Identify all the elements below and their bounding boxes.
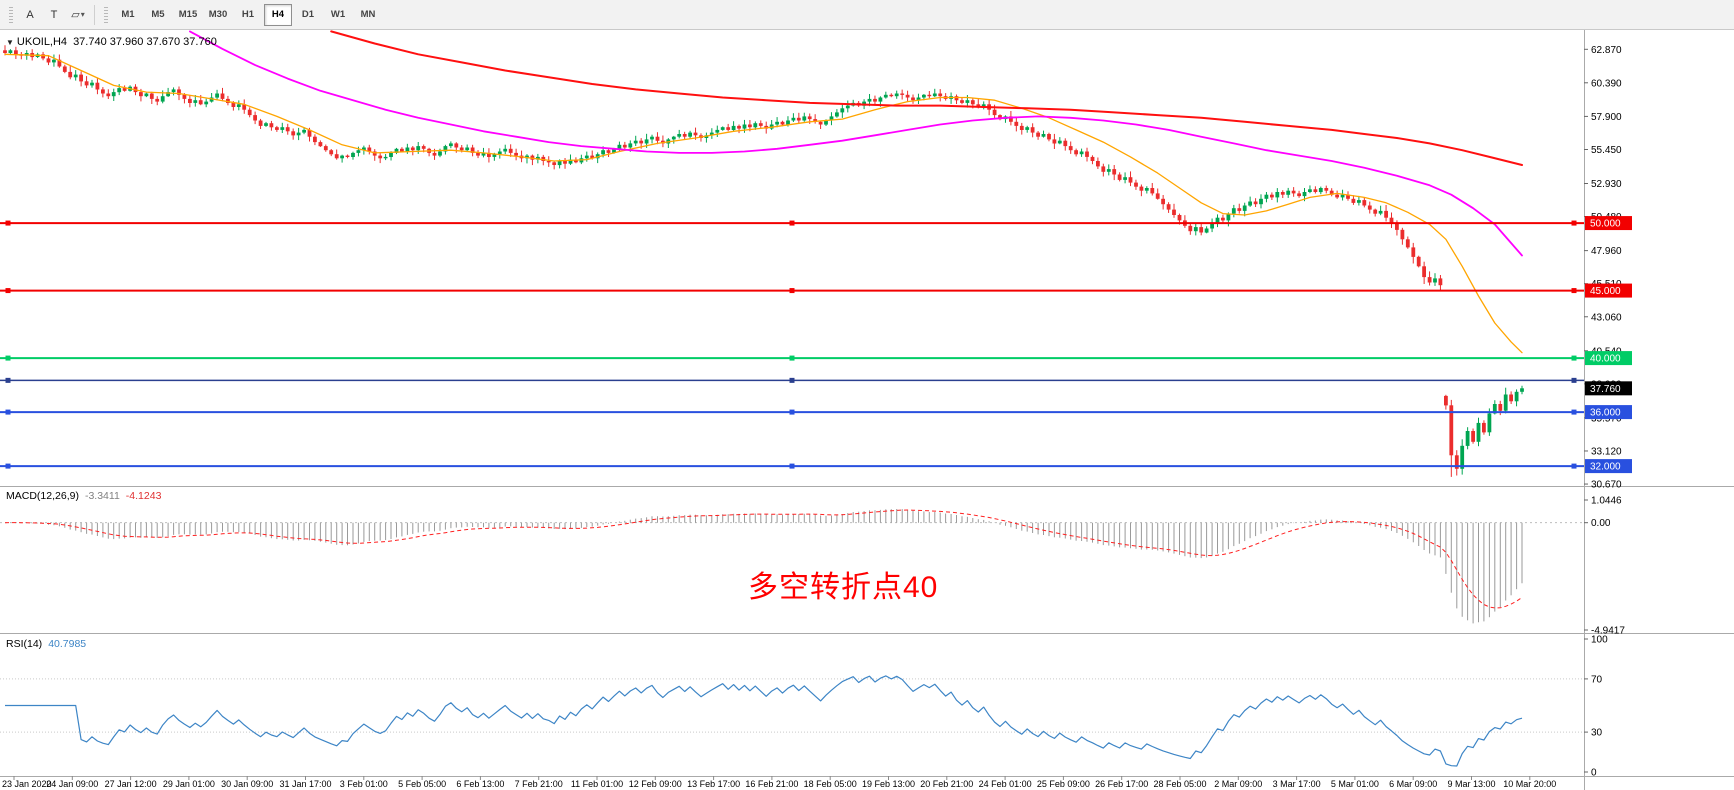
ohlc-values: 37.740 37.960 37.670 37.760: [73, 36, 217, 48]
chevron-down-icon: ▾: [80, 10, 85, 19]
svg-text:-4.9417: -4.9417: [1591, 626, 1625, 637]
ma-line-slow: [330, 30, 1523, 166]
macd-histogram: [0, 509, 1584, 624]
rsi-axis[interactable]: 100 70 30 0: [1584, 635, 1608, 779]
rsi-panel: [0, 675, 1584, 767]
svg-text:3 Mar 17:00: 3 Mar 17:00: [1273, 779, 1321, 789]
svg-text:32.000: 32.000: [1590, 462, 1621, 473]
svg-text:27 Jan 12:00: 27 Jan 12:00: [105, 779, 157, 789]
shapes-tool-button[interactable]: ▱ ▾: [66, 3, 90, 27]
timeframe-m15[interactable]: M15: [178, 9, 198, 20]
svg-text:7 Feb 21:00: 7 Feb 21:00: [515, 779, 563, 789]
svg-text:2 Mar 09:00: 2 Mar 09:00: [1214, 779, 1262, 789]
svg-text:5 Mar 01:00: 5 Mar 01:00: [1331, 779, 1379, 789]
toolbar-grip[interactable]: [9, 6, 13, 23]
symbol-name: UKOIL,H4: [16, 36, 68, 48]
annotation-tool-icon: A: [26, 8, 34, 21]
timeframe-m5[interactable]: M5: [151, 9, 165, 20]
rsi-name: RSI(14): [6, 638, 43, 650]
top-toolbar: A T ▱ ▾ M1 M5 M15 M30 H1 H4 D1 W1 MN: [0, 0, 1734, 30]
svg-text:0: 0: [1591, 768, 1597, 779]
timeframe-m1[interactable]: M1: [121, 9, 135, 20]
shapes-icon: ▱: [71, 9, 80, 21]
svg-text:13 Feb 17:00: 13 Feb 17:00: [687, 779, 740, 789]
timeframe-w1[interactable]: W1: [330, 9, 346, 20]
symbol-dropdown-icon[interactable]: ▼: [6, 38, 14, 47]
svg-text:19 Feb 13:00: 19 Feb 13:00: [862, 779, 915, 789]
macd-indicator-label: MACD(12,26,9) -3.3411 -4.1243: [6, 490, 161, 502]
macd-signal-value: -4.1243: [125, 490, 162, 502]
ma-line-fast: [4, 53, 1523, 354]
svg-text:70: 70: [1591, 674, 1603, 685]
svg-text:43.060: 43.060: [1591, 312, 1622, 323]
svg-text:50.000: 50.000: [1590, 219, 1621, 230]
toolbar-separator: [94, 4, 95, 25]
panel-dividers: [0, 30, 1734, 790]
ma-line-mid: [188, 30, 1523, 257]
macd-axis[interactable]: 1.0446 0.00 -4.9417: [1584, 496, 1625, 637]
svg-text:25 Feb 09:00: 25 Feb 09:00: [1037, 779, 1090, 789]
svg-text:26 Feb 17:00: 26 Feb 17:00: [1095, 779, 1148, 789]
svg-text:45.000: 45.000: [1590, 286, 1621, 297]
svg-text:30: 30: [1591, 728, 1603, 739]
symbol-legend: ▼ UKOIL,H4 37.740 37.960 37.670 37.760: [6, 36, 217, 48]
text-tool-icon: T: [50, 8, 58, 21]
svg-text:57.900: 57.900: [1591, 112, 1622, 123]
rsi-indicator-label: RSI(14) 40.7985: [6, 638, 86, 650]
svg-text:52.930: 52.930: [1591, 179, 1622, 190]
macd-name: MACD(12,26,9): [6, 490, 79, 502]
annotation-tool-button[interactable]: A: [18, 3, 42, 27]
svg-text:0.00: 0.00: [1591, 518, 1611, 529]
svg-text:11 Feb 01:00: 11 Feb 01:00: [571, 779, 623, 789]
macd-main-value: -3.3411: [84, 490, 120, 502]
svg-text:30.670: 30.670: [1591, 480, 1622, 491]
svg-text:12 Feb 09:00: 12 Feb 09:00: [629, 779, 682, 789]
svg-text:6 Mar 09:00: 6 Mar 09:00: [1389, 779, 1437, 789]
svg-text:24 Jan 09:00: 24 Jan 09:00: [46, 779, 98, 789]
svg-text:47.960: 47.960: [1591, 246, 1622, 257]
timeframe-h1[interactable]: H1: [241, 9, 255, 20]
svg-text:62.870: 62.870: [1591, 45, 1622, 56]
svg-text:5 Feb 05:00: 5 Feb 05:00: [398, 779, 446, 789]
svg-text:1.0446: 1.0446: [1591, 496, 1622, 507]
timeframe-d1[interactable]: D1: [301, 9, 315, 20]
timeframe-m30[interactable]: M30: [208, 9, 228, 20]
svg-text:40.000: 40.000: [1590, 354, 1621, 365]
rsi-value: 40.7985: [48, 638, 87, 650]
toolbar-grip-2[interactable]: [104, 6, 108, 23]
current-price-marker: 37.760: [1585, 381, 1632, 396]
svg-text:18 Feb 05:00: 18 Feb 05:00: [804, 779, 857, 789]
svg-text:30 Jan 09:00: 30 Jan 09:00: [221, 779, 273, 789]
macd-annotation[interactable]: 多空转折点40: [748, 571, 939, 604]
svg-text:55.450: 55.450: [1591, 145, 1622, 156]
svg-text:37.760: 37.760: [1590, 384, 1621, 395]
svg-text:36.000: 36.000: [1590, 408, 1621, 419]
svg-text:100: 100: [1591, 635, 1608, 646]
horizontal-lines[interactable]: [0, 220, 1584, 469]
timeframe-h4[interactable]: H4: [264, 3, 292, 26]
svg-text:9 Mar 13:00: 9 Mar 13:00: [1447, 779, 1495, 789]
svg-text:28 Feb 05:00: 28 Feb 05:00: [1153, 779, 1206, 789]
timeframe-mn[interactable]: MN: [360, 9, 376, 20]
svg-text:31 Jan 17:00: 31 Jan 17:00: [279, 779, 331, 789]
svg-text:3 Feb 01:00: 3 Feb 01:00: [340, 779, 388, 789]
svg-text:20 Feb 21:00: 20 Feb 21:00: [920, 779, 973, 789]
text-tool-button[interactable]: T: [42, 3, 66, 27]
svg-text:60.390: 60.390: [1591, 78, 1622, 89]
svg-text:16 Feb 21:00: 16 Feb 21:00: [745, 779, 798, 789]
svg-text:33.120: 33.120: [1591, 446, 1622, 457]
macd-signal-line: [4, 509, 1523, 609]
svg-text:29 Jan 01:00: 29 Jan 01:00: [163, 779, 215, 789]
price-axis[interactable]: 62.87060.39057.90055.45052.93050.48047.9…: [1584, 45, 1632, 491]
candlesticks: [3, 45, 1524, 477]
svg-text:6 Feb 13:00: 6 Feb 13:00: [456, 779, 504, 789]
svg-text:10 Mar 20:00: 10 Mar 20:00: [1503, 779, 1556, 789]
svg-text:24 Feb 01:00: 24 Feb 01:00: [979, 779, 1032, 789]
svg-text:23 Jan 2020: 23 Jan 2020: [2, 779, 52, 789]
